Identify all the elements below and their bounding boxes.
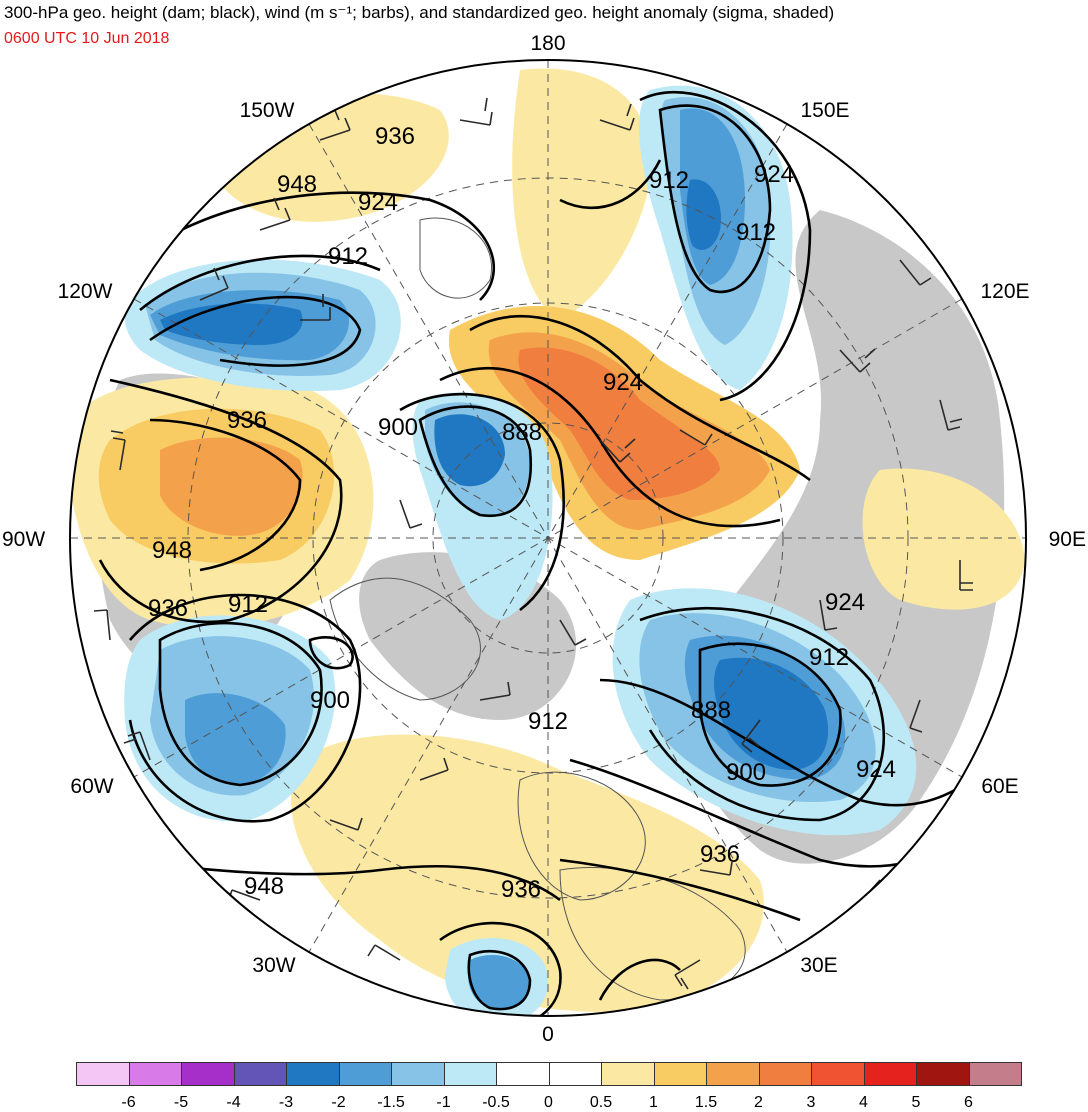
colorbar-tick-label: -1 [436,1094,451,1111]
colorbar-tick-label: 6 [964,1094,973,1111]
contour-label: 924 [825,589,865,616]
anomaly-shading [70,60,1026,1016]
contour-label: 948 [152,537,192,564]
colorbar-swatch [443,1062,497,1086]
colorbar-swatch [233,1062,287,1086]
colorbar-tick-label: 1.5 [694,1094,718,1111]
colorbar-tick-label: -4 [226,1094,241,1111]
meridian-label-120w: 120W [58,280,113,303]
contour-label: 936 [700,841,740,868]
meridian-label-180: 180 [530,32,565,55]
contour-label: 912 [328,243,368,270]
contour-label: 912 [528,708,568,735]
contour-label: 936 [375,123,415,150]
contour-label: 912 [649,167,689,194]
pos-anomaly-east [862,468,1025,610]
meridian-label-150w: 150W [240,99,295,122]
neg-anomaly-russia-4 [714,657,829,770]
contour-label: 936 [148,595,188,622]
colorbar-tick-label: 0.5 [589,1094,613,1111]
contour-label: 936 [227,407,267,434]
colorbar-swatch [653,1062,707,1086]
pos-anomaly-pacific [512,68,652,321]
contour-label: 948 [277,171,317,198]
contour-label: 900 [310,687,350,714]
colorbar-swatch [286,1062,340,1086]
colorbar-tick-label: -5 [173,1094,189,1111]
meridian-label-90w: 90W [2,528,45,551]
pos-anomaly-siberia-3 [518,347,720,500]
colorbar-swatch [863,1062,917,1086]
contour-label: 888 [691,697,731,724]
contour-label: 900 [378,414,418,441]
meridian-label-30e: 30E [800,954,837,977]
contour-label: 924 [603,369,643,396]
contour-label: 888 [502,419,542,446]
colorbar-swatch [916,1062,970,1086]
colorbar-tick-label: 1 [649,1094,658,1111]
colorbar-tick-label: 3 [806,1094,816,1111]
neg-anomaly-labrador-3 [185,693,286,785]
colorbar-tick-label: -0.5 [482,1094,510,1111]
contour-label: 948 [244,873,284,900]
contour-label: 912 [228,591,268,618]
colorbar-swatch [338,1062,392,1086]
neg-anomaly-asia-4 [686,179,721,250]
meridian-label-60e: 60E [981,775,1018,798]
graticule [70,60,1026,1016]
contour-label: 912 [736,219,776,246]
colorbar-tick-label: 0 [544,1094,553,1111]
colorbar-swatch [181,1062,235,1086]
contour-label: 936 [501,876,541,903]
colorbar-tick-label: 5 [911,1094,921,1111]
pos-anomaly-europe [291,734,764,1012]
colorbar-swatch [496,1062,550,1086]
contour-label: 924 [358,189,398,216]
colorbar-tick-label: 4 [859,1094,868,1111]
contour-label: 924 [754,161,794,188]
meridian-label-60w: 60W [70,775,113,798]
meridian-label-group: 180 150E 120E 90E 60E 30E 0 30W 60W 90W … [2,32,1086,1046]
map-border [69,59,1027,1017]
valid-time: 0600 UTC 10 Jun 2018 [4,30,170,47]
colorbar-swatch [76,1062,130,1086]
contour-label-group: 936 948 924 912 912 924 912 924 936 900 … [148,123,896,903]
meridian-label-30w: 30W [252,954,295,977]
colorbar-swatch [758,1062,812,1086]
map-title: 300-hPa geo. height (dam; black), wind (… [4,3,835,22]
colorbar-swatch [128,1062,182,1086]
colorbar-tick-label: -6 [121,1094,136,1111]
colorbar-tick-label: -3 [278,1094,294,1111]
colorbar-tick-label: 2 [754,1094,763,1111]
colorbar-tick-label: -1.5 [377,1094,405,1111]
contour-label: 912 [809,644,849,671]
colorbar-swatch [391,1062,445,1086]
colorbar-swatch [811,1062,865,1086]
meridian-label-90e: 90E [1049,528,1086,551]
colorbar-swatch [968,1062,1022,1086]
colorbar [76,1062,1022,1086]
contour-label: 924 [856,756,896,783]
colorbar-swatch [601,1062,655,1086]
meridian-label-0: 0 [542,1023,554,1046]
contour-label: 900 [726,759,766,786]
colorbar-tick-label: -2 [331,1094,346,1111]
meridian-label-150e: 150E [800,99,849,122]
colorbar-swatch [706,1062,760,1086]
colorbar-swatch [548,1062,602,1086]
polar-map: 936 948 924 912 912 924 912 924 936 900 … [2,32,1086,1046]
meridian-label-120e: 120E [980,280,1029,303]
neg-anomaly-atlantic-2 [468,955,529,1010]
